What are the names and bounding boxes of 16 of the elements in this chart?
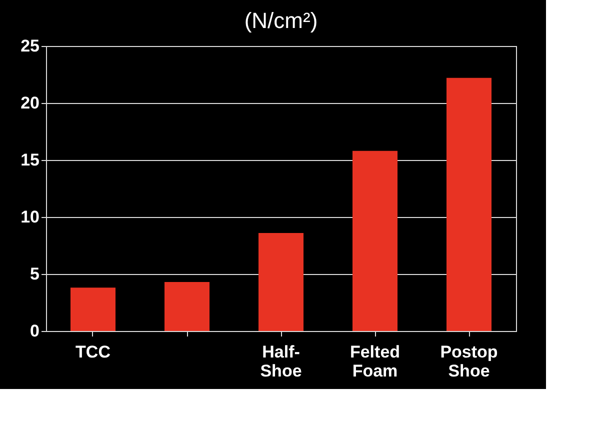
- x-tick-label: Half- Shoe: [260, 342, 302, 380]
- bar: [164, 282, 210, 331]
- x-tick-label: Postop Shoe: [440, 342, 498, 380]
- bar: [70, 288, 116, 331]
- y-tick-label: 10: [20, 208, 40, 226]
- bar: [352, 150, 398, 331]
- y-tick-label: 15: [20, 150, 40, 170]
- y-tick-label: 20: [20, 94, 40, 112]
- x-tick-label: Felted Foam: [350, 342, 400, 380]
- y-tick-label: 25: [20, 36, 40, 56]
- y-tick-label: 5: [30, 264, 40, 284]
- y-tick-label: 0: [30, 322, 40, 340]
- bar: [258, 232, 304, 331]
- bar: [446, 78, 492, 331]
- chart-title: (N/cm²): [244, 8, 318, 33]
- x-tick-label: TCC: [76, 342, 110, 362]
